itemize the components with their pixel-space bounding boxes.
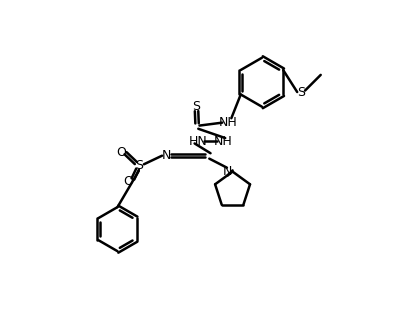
Text: S: S	[191, 100, 199, 113]
Text: O: O	[116, 146, 126, 158]
Text: S: S	[135, 159, 143, 172]
Text: NH: NH	[213, 135, 232, 148]
Text: HN: HN	[188, 135, 207, 148]
Text: O: O	[123, 175, 133, 188]
Text: N: N	[161, 149, 171, 162]
Text: S: S	[296, 86, 305, 99]
Text: NH: NH	[218, 116, 237, 129]
Text: N: N	[222, 165, 232, 178]
